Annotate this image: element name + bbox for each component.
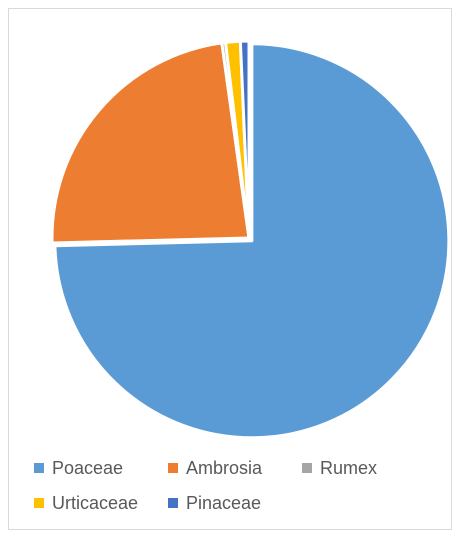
legend-label-ambrosia: Ambrosia xyxy=(186,457,263,478)
legend-item-poaceae: Poaceae xyxy=(34,458,168,478)
legend-label-urticaceae: Urticaceae xyxy=(52,492,139,513)
pie-slice-pinaceae xyxy=(238,39,251,240)
legend-swatch-ambrosia xyxy=(168,463,178,473)
legend-item-urticaceae: Urticaceae xyxy=(34,493,168,513)
legend-item-ambrosia: Ambrosia xyxy=(168,458,302,478)
pie-slices xyxy=(50,39,451,440)
pie-slice-poaceae xyxy=(53,42,451,440)
legend: Poaceae Ambrosia Rumex Urticaceae Pinace… xyxy=(34,458,444,513)
legend-swatch-urticaceae xyxy=(34,498,44,508)
legend-label-poaceae: Poaceae xyxy=(52,457,124,478)
legend-swatch-poaceae xyxy=(34,463,44,473)
legend-label-pinaceae: Pinaceae xyxy=(186,492,262,513)
legend-item-rumex: Rumex xyxy=(302,458,436,478)
pie-slice-ambrosia xyxy=(50,41,251,245)
legend-swatch-rumex xyxy=(302,463,312,473)
legend-swatch-pinaceae xyxy=(168,498,178,508)
legend-item-pinaceae: Pinaceae xyxy=(168,493,302,513)
legend-label-rumex: Rumex xyxy=(320,457,378,478)
